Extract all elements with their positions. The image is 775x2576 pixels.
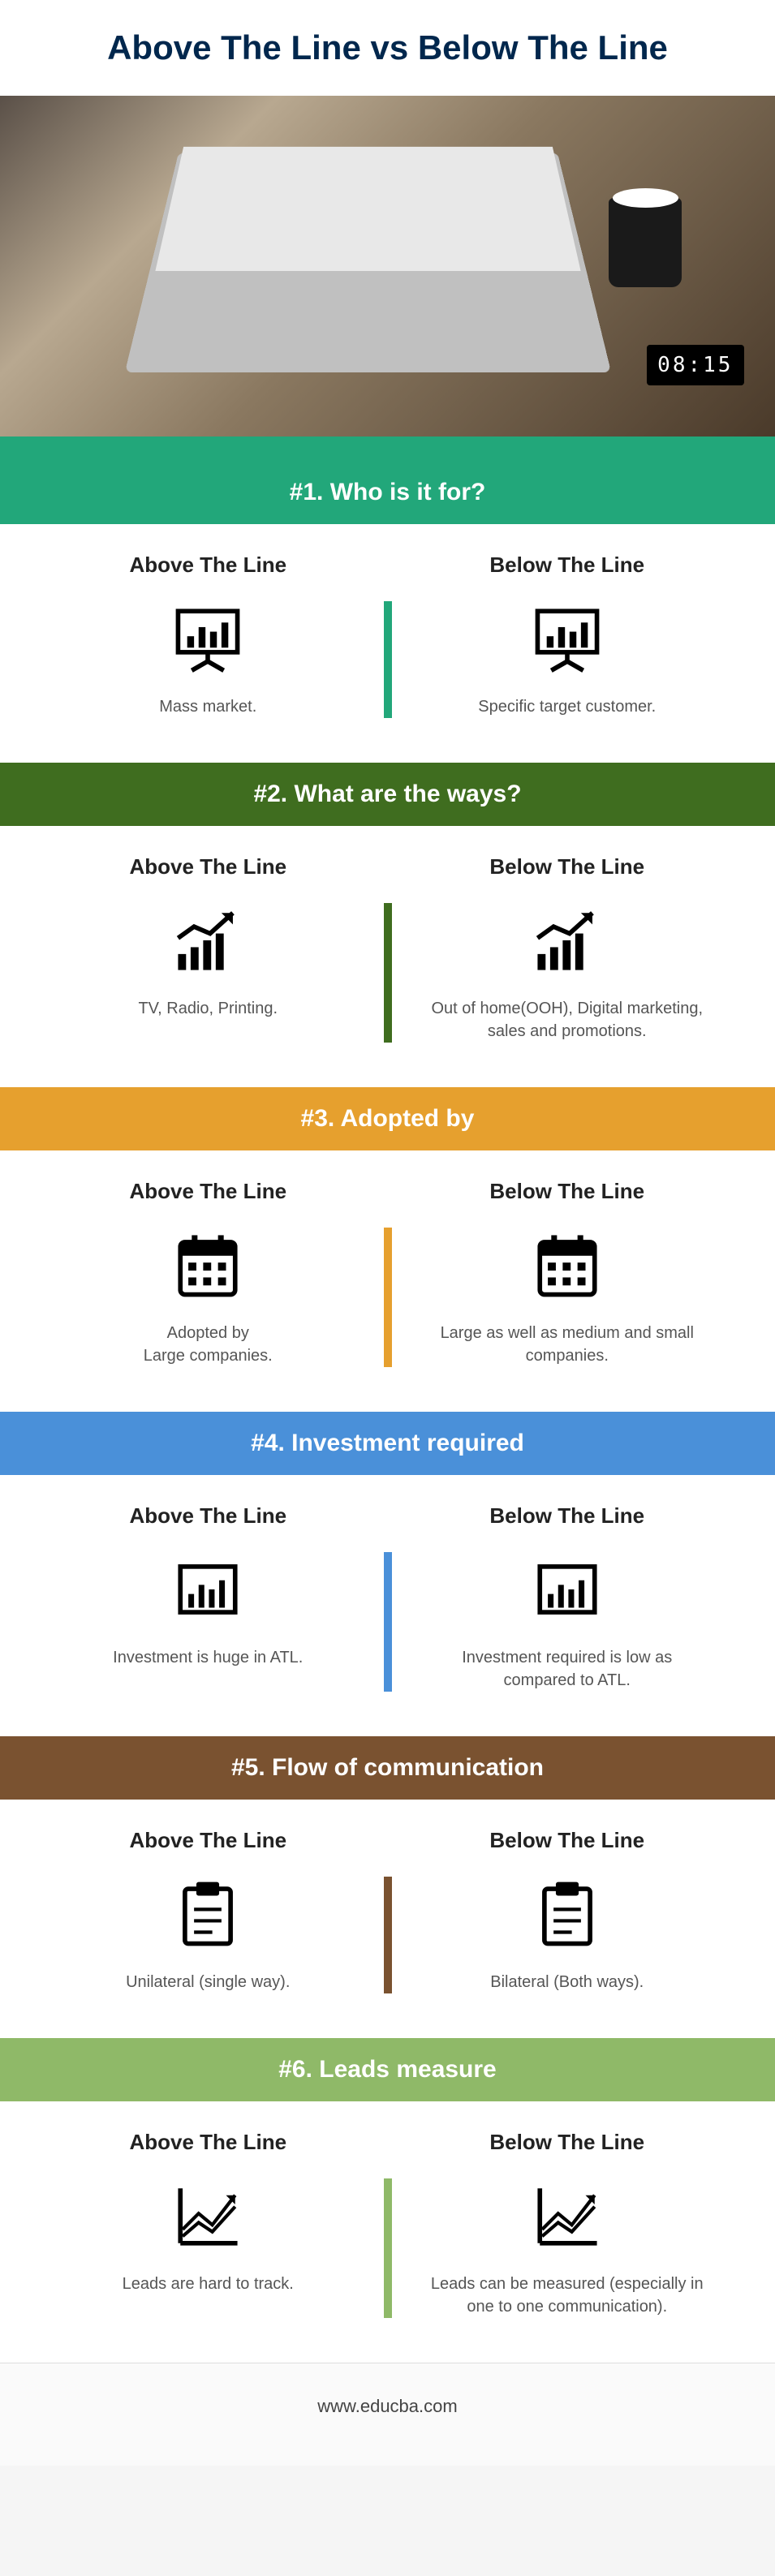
compare-row-4: Above The Line Investment is huge in ATL.… bbox=[0, 1475, 775, 1736]
divider bbox=[384, 2178, 392, 2318]
section-header-2: #2. What are the ways? bbox=[0, 763, 775, 826]
col-title-right: Below The Line bbox=[416, 2130, 719, 2155]
col-text-left: TV, Radio, Printing. bbox=[70, 997, 346, 1020]
linechart-icon bbox=[57, 2175, 360, 2256]
growth-icon bbox=[416, 900, 719, 981]
col-title-left: Above The Line bbox=[57, 1179, 360, 1204]
col-text-left: Unilateral (single way). bbox=[70, 1971, 346, 1993]
compare-row-2: Above The Line TV, Radio, Printing. Below … bbox=[0, 826, 775, 1087]
coffee-cup-graphic bbox=[609, 198, 682, 287]
col-text-left: Adopted by Large companies. bbox=[70, 1322, 346, 1367]
clipboard-icon bbox=[416, 1873, 719, 1955]
section-header-4: #4. Investment required bbox=[0, 1412, 775, 1475]
calendar-icon bbox=[416, 1224, 719, 1305]
divider bbox=[384, 601, 392, 718]
col-text-left: Investment is huge in ATL. bbox=[70, 1646, 346, 1669]
calendar-icon bbox=[57, 1224, 360, 1305]
compare-col-left: Above The Line Leads are hard to track. bbox=[32, 2130, 384, 2318]
col-title-left: Above The Line bbox=[57, 2130, 360, 2155]
col-text-left: Mass market. bbox=[70, 695, 346, 718]
clock-display: 08:15 bbox=[647, 345, 744, 385]
growth-icon bbox=[57, 900, 360, 981]
compare-row-1: Above The Line Mass market. Below The Line… bbox=[0, 524, 775, 763]
compare-col-right: Below The Line Specific target customer. bbox=[392, 553, 743, 718]
presentation-icon bbox=[416, 598, 719, 679]
compare-row-5: Above The Line Unilateral (single way). Be… bbox=[0, 1800, 775, 2038]
presentation-icon bbox=[57, 598, 360, 679]
compare-col-right: Below The Line Out of home(OOH), Digital … bbox=[392, 854, 743, 1043]
section-header-5: #5. Flow of communication bbox=[0, 1736, 775, 1800]
col-title-right: Below The Line bbox=[416, 553, 719, 578]
hero-image: 08:15 bbox=[0, 96, 775, 437]
infographic-page: Above The Line vs Below The Line 08:15 #… bbox=[0, 0, 775, 2466]
compare-col-left: Above The Line Adopted by Large companies… bbox=[32, 1179, 384, 1367]
col-title-left: Above The Line bbox=[57, 1503, 360, 1529]
barchart-icon bbox=[57, 1549, 360, 1630]
section-header-6: #6. Leads measure bbox=[0, 2038, 775, 2101]
col-title-left: Above The Line bbox=[57, 553, 360, 578]
compare-row-3: Above The Line Adopted by Large companies… bbox=[0, 1150, 775, 1412]
col-text-right: Investment required is low as compared t… bbox=[429, 1646, 705, 1692]
col-text-right: Large as well as medium and small compan… bbox=[429, 1322, 705, 1367]
col-title-left: Above The Line bbox=[57, 854, 360, 879]
compare-col-left: Above The Line Unilateral (single way). bbox=[32, 1828, 384, 1993]
compare-col-right: Below The Line Leads can be measured (esp… bbox=[392, 2130, 743, 2318]
divider bbox=[384, 903, 392, 1043]
linechart-icon bbox=[416, 2175, 719, 2256]
hero-accent-strip bbox=[0, 437, 775, 461]
compare-col-left: Above The Line Mass market. bbox=[32, 553, 384, 718]
col-title-right: Below The Line bbox=[416, 1179, 719, 1204]
compare-col-right: Below The Line Bilateral (Both ways). bbox=[392, 1828, 743, 1993]
section-header-3: #3. Adopted by bbox=[0, 1087, 775, 1150]
barchart-icon bbox=[416, 1549, 719, 1630]
clipboard-icon bbox=[57, 1873, 360, 1955]
footer-link[interactable]: www.educba.com bbox=[0, 2363, 775, 2466]
col-text-right: Out of home(OOH), Digital marketing, sal… bbox=[429, 997, 705, 1043]
col-text-right: Bilateral (Both ways). bbox=[429, 1971, 705, 1993]
col-text-right: Leads can be measured (especially in one… bbox=[429, 2273, 705, 2318]
compare-col-left: Above The Line Investment is huge in ATL. bbox=[32, 1503, 384, 1692]
divider bbox=[384, 1552, 392, 1692]
divider bbox=[384, 1877, 392, 1993]
page-title: Above The Line vs Below The Line bbox=[16, 28, 759, 67]
compare-row-6: Above The Line Leads are hard to track. Be… bbox=[0, 2101, 775, 2363]
col-title-right: Below The Line bbox=[416, 1828, 719, 1853]
col-title-left: Above The Line bbox=[57, 1828, 360, 1853]
title-bar: Above The Line vs Below The Line bbox=[0, 0, 775, 96]
col-text-right: Specific target customer. bbox=[429, 695, 705, 718]
compare-col-right: Below The Line Large as well as medium an… bbox=[392, 1179, 743, 1367]
compare-col-right: Below The Line Investment required is low… bbox=[392, 1503, 743, 1692]
compare-col-left: Above The Line TV, Radio, Printing. bbox=[32, 854, 384, 1043]
section-header-1: #1. Who is it for? bbox=[0, 461, 775, 524]
col-text-left: Leads are hard to track. bbox=[70, 2273, 346, 2295]
divider bbox=[384, 1228, 392, 1367]
col-title-right: Below The Line bbox=[416, 854, 719, 879]
col-title-right: Below The Line bbox=[416, 1503, 719, 1529]
